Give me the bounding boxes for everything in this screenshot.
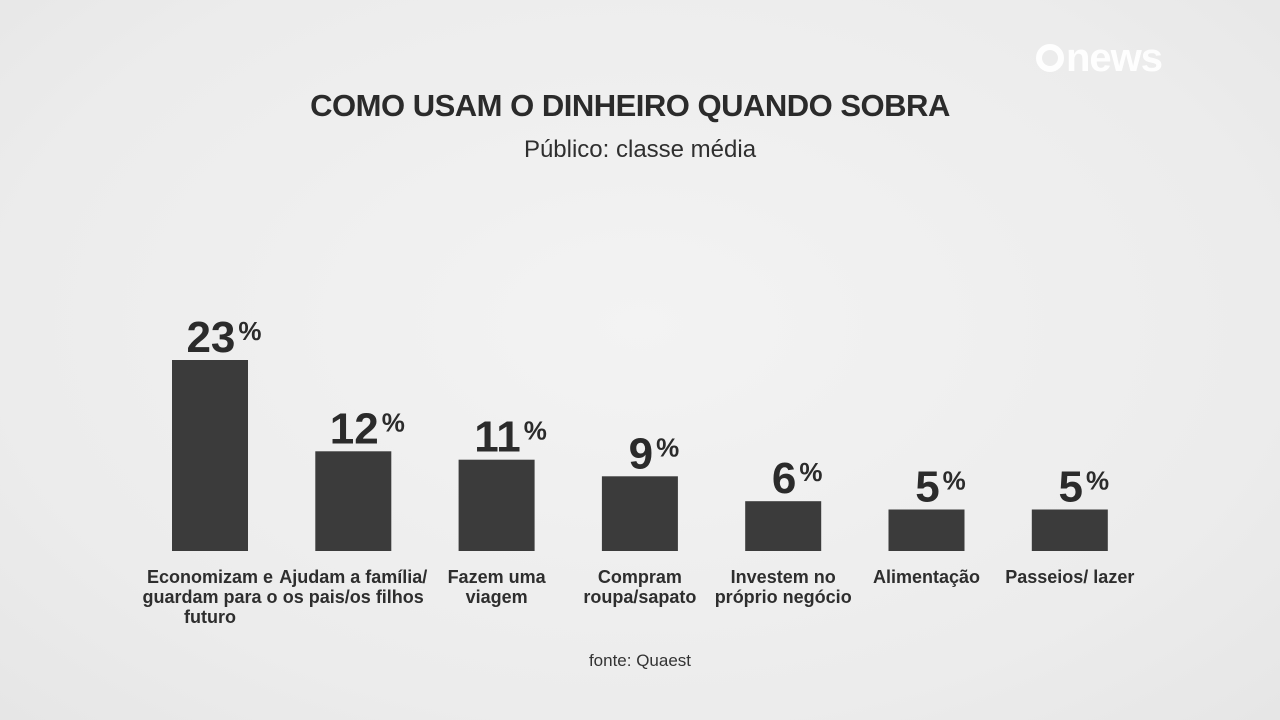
gnews-logo: news [1036, 36, 1163, 80]
category-label: Compram roupa/sapato [583, 567, 697, 607]
bar [601, 476, 678, 551]
value-label: 12% [330, 404, 405, 453]
category-label: Investem no próprio negócio [714, 567, 852, 607]
value-label: 11% [474, 413, 547, 462]
category-label: Fazem uma viagem [447, 567, 546, 607]
source-note: fonte: Quaest [588, 651, 692, 670]
bar [888, 509, 965, 551]
value-label: 9% [629, 429, 680, 478]
globo-ring-icon [1036, 44, 1064, 72]
value-label: 23% [186, 313, 261, 362]
chart-title: COMO USAM O DINHEIRO QUANDO SOBRA [310, 88, 950, 123]
bar [745, 501, 822, 551]
bar [458, 459, 535, 551]
category-label: Economizam e guardam para o futuro [142, 567, 278, 627]
value-label: 5% [915, 463, 966, 512]
bar [1031, 509, 1108, 551]
category-label: Ajudam a família/ os pais/os filhos [279, 567, 428, 607]
bar [172, 360, 248, 551]
category-label: Alimentação [872, 567, 981, 587]
chart-subtitle: Público: classe média [523, 136, 757, 163]
value-label: 6% [772, 454, 823, 503]
category-label: Passeios/ lazer [1005, 567, 1135, 587]
bar [315, 451, 392, 551]
logo-text: news [1066, 36, 1163, 80]
value-label: 5% [1058, 463, 1109, 512]
